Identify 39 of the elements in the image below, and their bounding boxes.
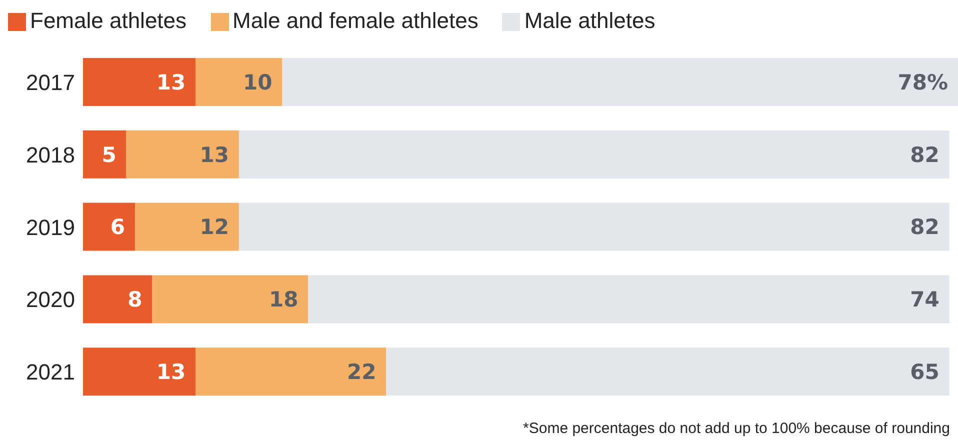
- y-tick-label: 2017: [26, 70, 75, 96]
- bar: [83, 202, 135, 251]
- bar: [83, 348, 196, 396]
- data-label: 8: [128, 288, 142, 312]
- data-label: 18: [269, 288, 298, 312]
- bar: [308, 275, 950, 324]
- data-label: 12: [200, 215, 229, 240]
- data-label: 82: [910, 142, 940, 167]
- legend-label: Male and female athletes: [232, 8, 478, 33]
- bar: [386, 348, 950, 396]
- y-tick-label: 2020: [26, 287, 75, 312]
- bar: [126, 130, 239, 178]
- data-label: 65: [910, 360, 940, 384]
- data-label: 13: [156, 360, 186, 384]
- legend-label: Male athletes: [524, 8, 656, 33]
- bar: [196, 58, 282, 106]
- data-label: 74: [910, 288, 940, 312]
- y-tick-label: 2018: [26, 142, 75, 168]
- bar: [196, 348, 386, 396]
- data-label: 5: [102, 142, 116, 167]
- bar: [152, 275, 308, 324]
- y-tick-label: 2021: [26, 360, 75, 385]
- data-label: 22: [346, 360, 376, 384]
- bar: [83, 275, 152, 324]
- text: *Some percentages do not add up to 100% because of rounding: [523, 420, 950, 437]
- data-label: 13: [156, 70, 186, 94]
- bar: [83, 58, 196, 106]
- bar: [282, 58, 958, 106]
- data-label: 6: [110, 215, 125, 240]
- data-label: 82: [910, 215, 940, 240]
- y-tick-label: 2019: [26, 214, 75, 240]
- bar: [83, 130, 126, 178]
- data-label: 13: [200, 142, 229, 167]
- data-label: 78%: [898, 70, 948, 94]
- bar: [238, 130, 950, 178]
- bar: [134, 202, 239, 251]
- data-label: 10: [243, 70, 272, 94]
- legend-label: Female athletes: [30, 8, 187, 33]
- bar: [238, 202, 950, 251]
